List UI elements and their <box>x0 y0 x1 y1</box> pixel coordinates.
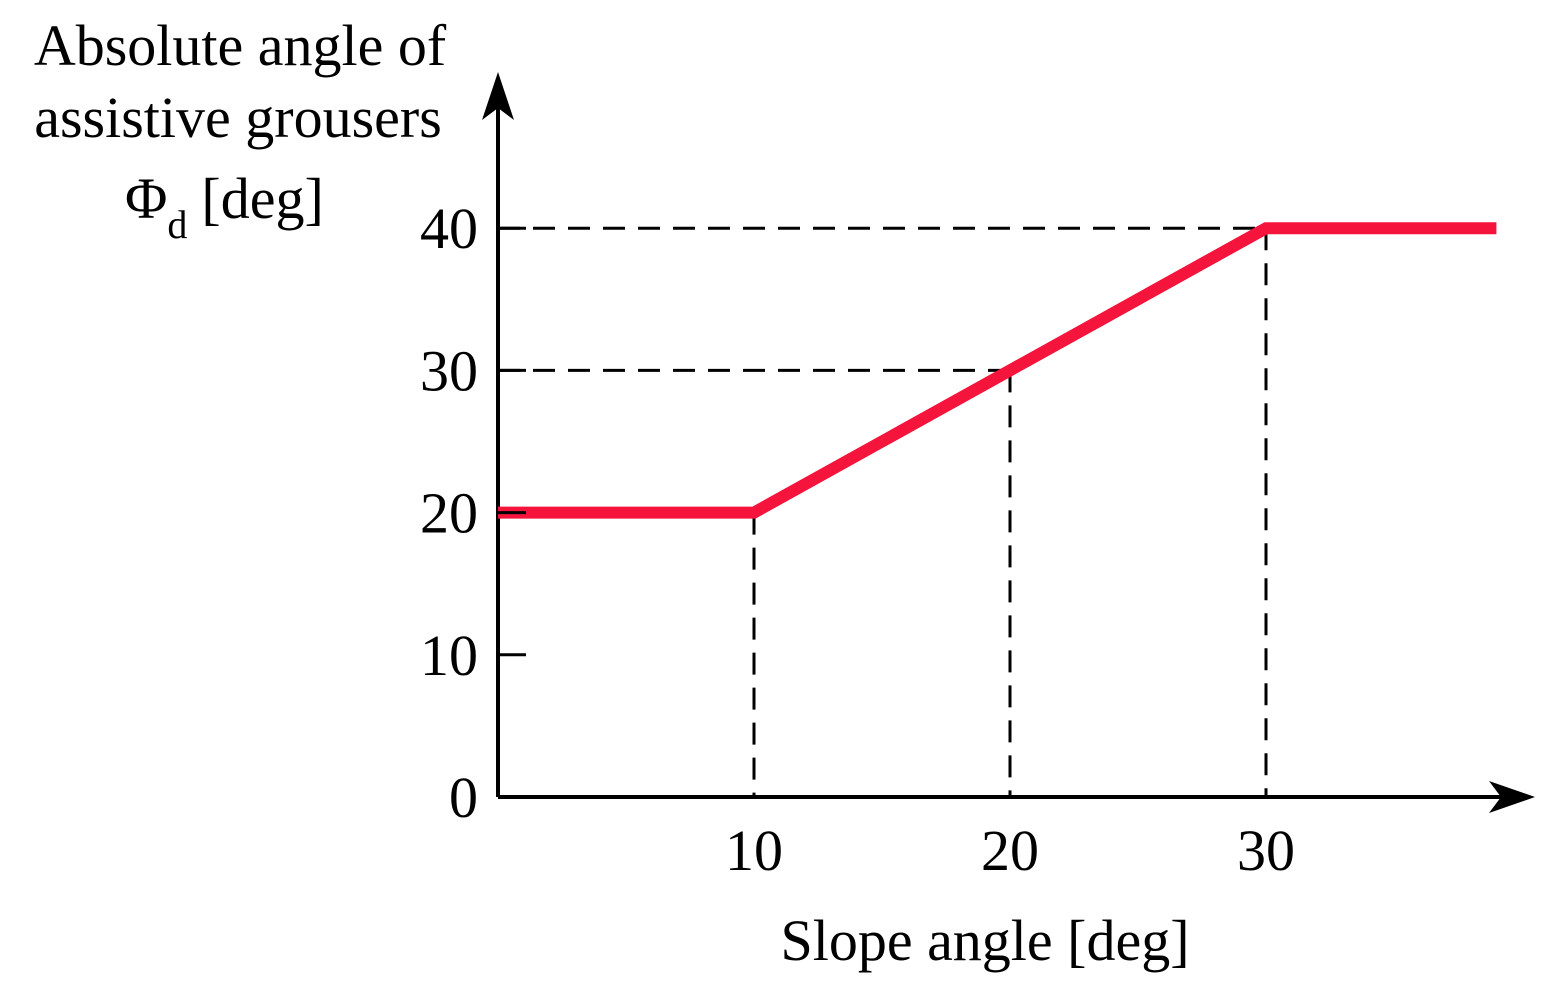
axes <box>482 72 1535 813</box>
y-tick-label-20: 20 <box>420 481 478 546</box>
reference-lines <box>498 226 1268 797</box>
y-axis-title-line-1: Absolute angle of <box>34 13 447 78</box>
y-tick-label-30: 30 <box>420 338 478 403</box>
y-axis-subscript: d <box>167 202 187 247</box>
y-tick-label-0: 0 <box>449 765 478 830</box>
y-axis-title: Absolute angle of assistive grousers Φd [… <box>34 13 447 247</box>
x-tick-label-10: 10 <box>725 818 783 883</box>
x-axis-ticks: 10 20 30 <box>725 818 1295 883</box>
y-axis-unit: [deg] <box>201 166 323 231</box>
y-tick-label-10: 10 <box>420 623 478 688</box>
y-axis-arrow <box>482 72 514 120</box>
x-axis-title: Slope angle [deg] <box>780 908 1189 973</box>
y-axis-ticks: 0 10 20 30 40 <box>420 196 526 830</box>
x-tick-label-20: 20 <box>981 818 1039 883</box>
y-axis-title-line-3: Φd [deg] <box>125 166 324 247</box>
y-axis-title-line-2: assistive grousers <box>34 85 442 150</box>
series-line-0 <box>498 222 1497 519</box>
x-tick-label-30: 30 <box>1237 818 1295 883</box>
x-axis-arrow <box>1489 781 1535 813</box>
y-axis-symbol: Φ <box>125 166 167 231</box>
y-tick-label-40: 40 <box>420 196 478 261</box>
series <box>498 222 1497 519</box>
